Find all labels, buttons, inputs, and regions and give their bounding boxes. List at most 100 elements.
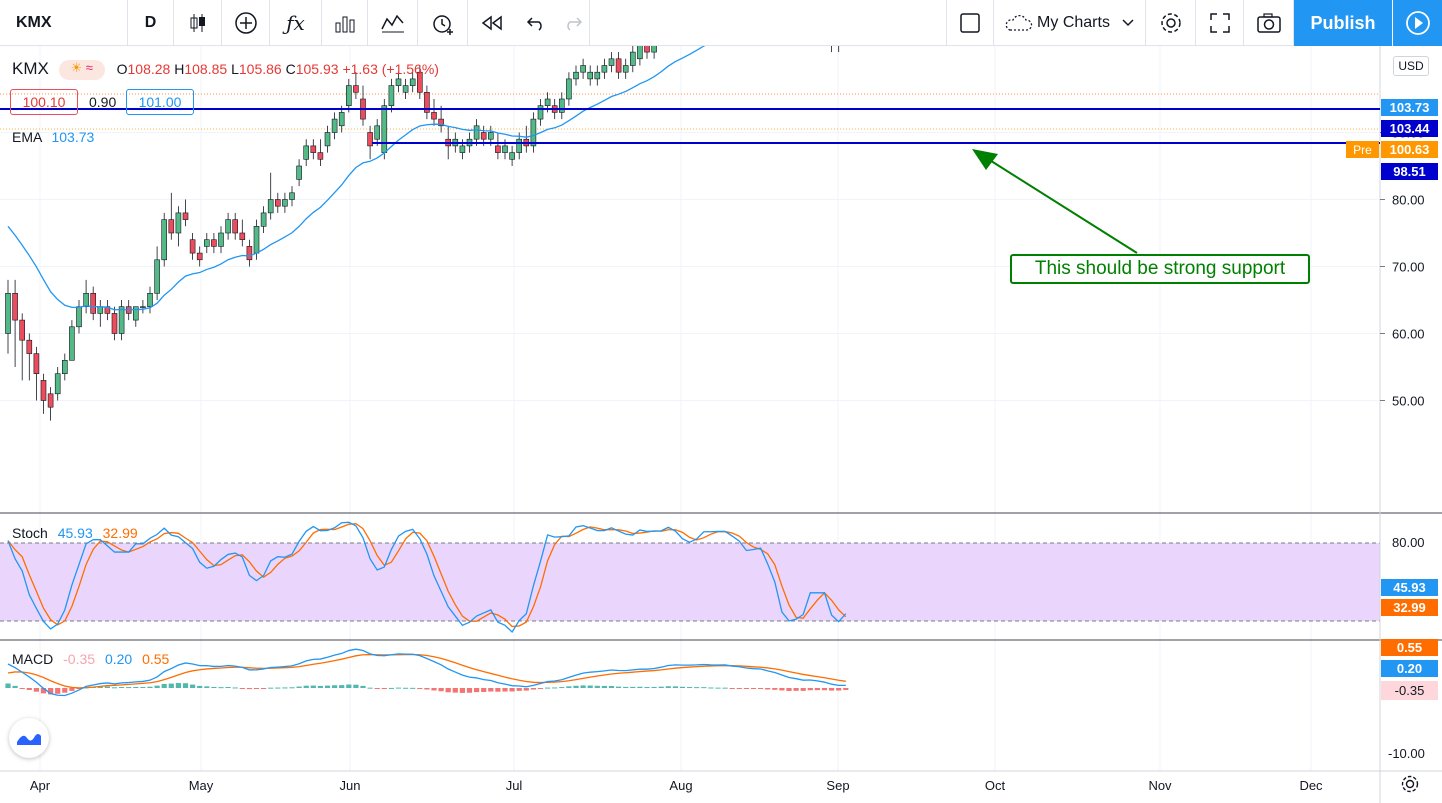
ohlc-high: 108.85 (184, 61, 228, 77)
macd-histogram-bar (303, 685, 309, 688)
candle (33, 346, 40, 401)
candle (246, 239, 253, 267)
grid-lines (0, 46, 1380, 771)
market-status-badge[interactable]: ☀ ≈ (58, 60, 105, 81)
macd-histogram-bar (317, 685, 323, 688)
wave-icon: ≈ (85, 60, 93, 76)
macd-histogram-bar (48, 688, 54, 695)
macd-histogram-bar (488, 688, 494, 692)
candle (182, 199, 189, 227)
candle (608, 52, 615, 73)
play-button[interactable] (1393, 0, 1442, 46)
ohlc-open-label: O (116, 61, 128, 77)
ask-box[interactable]: 101.00 (126, 89, 194, 115)
settings-button[interactable] (1146, 0, 1196, 45)
candle (629, 46, 636, 73)
currency-button[interactable]: USD (1393, 56, 1429, 76)
macd-histogram-bar (807, 688, 813, 691)
ohlc-change: +1.63 (+1.56%) (342, 61, 439, 77)
candle (47, 387, 54, 421)
annotation-callout[interactable]: This should be strong support (1010, 254, 1310, 284)
rewind-icon (481, 15, 502, 30)
candle (140, 300, 146, 314)
macd-histogram-bar (459, 688, 465, 693)
alert-button[interactable] (418, 0, 468, 45)
macd-histogram-bar (843, 688, 849, 691)
macd-signal-price-label: 0.55 (1381, 639, 1438, 656)
macd-histogram-bar (758, 688, 764, 689)
candle (196, 246, 203, 267)
templates-button[interactable] (322, 0, 368, 45)
macd-histogram-bar (559, 687, 565, 689)
hline-lower-price-label: 98.51 (1381, 163, 1438, 180)
price-tick-label: 70.00 (1392, 260, 1425, 275)
macd-histogram-bar (452, 688, 458, 693)
macd-histogram-bar (5, 683, 11, 688)
sun-icon: ☀ (70, 60, 83, 76)
macd-histogram-bar (161, 684, 167, 688)
symbol-label: KMX (16, 13, 52, 31)
macd-histogram-bar (111, 687, 118, 689)
ema-line (7, 46, 706, 311)
candle (168, 192, 175, 240)
candle (516, 132, 523, 160)
compare-button[interactable] (222, 0, 270, 45)
macd-histogram-bar (495, 688, 501, 692)
candle (601, 58, 608, 79)
macd-histogram-bar (126, 687, 132, 689)
macd-histogram-bar (594, 685, 600, 688)
candle (267, 172, 274, 220)
candle (651, 46, 657, 59)
macd-histogram (5, 683, 849, 695)
macd-histogram-bar (211, 686, 217, 688)
candle (409, 72, 416, 93)
macd-hist-value: -0.35 (63, 651, 96, 667)
price-tick-label: 80.00 (1392, 193, 1425, 208)
macd-histogram-bar (445, 688, 451, 693)
bid-box[interactable]: 100.10 (10, 89, 78, 115)
macd-signal-line (7, 653, 846, 689)
macd-histogram-bar (509, 688, 515, 692)
macd-histogram-bar (332, 685, 338, 688)
my-charts-button[interactable]: My Charts (994, 0, 1146, 45)
publish-button[interactable]: Publish (1294, 0, 1392, 46)
interval-button[interactable]: D (128, 0, 174, 45)
time-tick-label: May (189, 778, 214, 793)
candle (374, 119, 381, 146)
plus-circle-icon (234, 11, 257, 34)
macd-histogram-bar (722, 687, 728, 689)
candle (274, 192, 281, 213)
candle (26, 333, 33, 381)
layout-button[interactable] (946, 0, 994, 45)
ema-price-label: 103.73 (1381, 99, 1438, 116)
compare-series-button[interactable] (368, 0, 418, 45)
scale-settings-button[interactable] (1396, 770, 1424, 798)
macd-histogram-bar (701, 687, 707, 689)
snapshot-button[interactable] (1244, 0, 1294, 45)
macd-histogram-bar (829, 688, 835, 691)
fullscreen-button[interactable] (1196, 0, 1244, 45)
macd-histogram-bar (729, 688, 735, 689)
candles (5, 46, 840, 421)
main-legend: KMX ☀ ≈ O108.28 H108.85 L105.86 C105.93 … (12, 59, 439, 81)
symbol-search-button[interactable]: KMX (0, 0, 128, 45)
interval-label: D (144, 13, 157, 31)
indicators-button[interactable]: ƒx (270, 0, 322, 45)
replay-button[interactable] (468, 0, 516, 45)
macd-histogram-bar (552, 687, 558, 689)
macd-histogram-bar (346, 684, 352, 688)
macd-histogram-bar (55, 688, 61, 694)
top-toolbar: KMX D ƒx My Charts Publish (0, 0, 1442, 46)
redo-button[interactable] (556, 0, 590, 45)
candle-type-button[interactable] (174, 0, 222, 45)
macd-tick-label: -10.00 (1388, 746, 1425, 761)
tradingview-logo[interactable] (9, 718, 49, 758)
candle (622, 58, 629, 79)
ohlc-low: 105.86 (238, 61, 282, 77)
macd-histogram-bar (204, 686, 210, 688)
candle (317, 139, 324, 166)
undo-button[interactable] (516, 0, 556, 45)
macd-histogram-bar (190, 684, 196, 688)
macd-histogram-bar (140, 687, 146, 689)
